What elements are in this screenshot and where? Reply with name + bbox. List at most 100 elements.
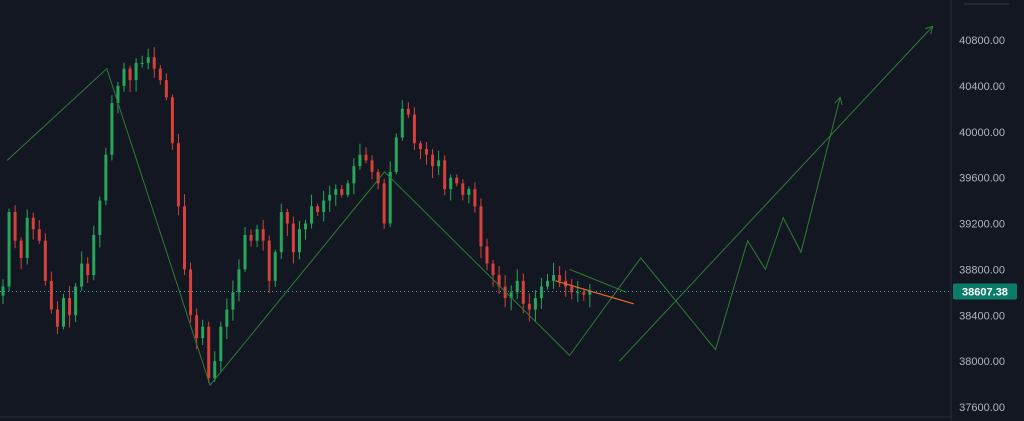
candle-body xyxy=(86,263,90,276)
candle-body xyxy=(207,326,211,379)
candle-body xyxy=(152,57,156,69)
y-tick-label: 39200.00 xyxy=(959,219,1005,231)
candle-body xyxy=(352,166,356,184)
candle-body xyxy=(388,171,392,224)
candle-body xyxy=(189,269,193,316)
candle-body xyxy=(128,68,132,81)
candle-body xyxy=(92,234,96,276)
candle-body xyxy=(503,286,507,299)
candle-body xyxy=(394,137,398,172)
y-tick-label: 37600.00 xyxy=(959,402,1005,414)
candle-body xyxy=(68,298,72,316)
candle-body xyxy=(43,240,47,281)
candle-body xyxy=(31,217,35,230)
candle-body xyxy=(261,229,265,241)
candle-body xyxy=(183,206,186,270)
candle-body xyxy=(110,103,114,155)
candle-body xyxy=(201,326,205,339)
candle-body xyxy=(431,154,435,167)
candle-body xyxy=(588,291,592,295)
drawing-layer xyxy=(6,25,934,387)
candle-body xyxy=(19,240,23,258)
candle-body xyxy=(98,200,102,235)
candle-body xyxy=(340,189,344,195)
candle-body xyxy=(558,275,562,281)
candle-body xyxy=(140,62,144,64)
candle-body xyxy=(237,269,241,293)
candle-body xyxy=(491,263,495,276)
candle-body xyxy=(582,292,586,295)
candle-body xyxy=(243,234,247,270)
last-price-tag: 38607.38 xyxy=(953,283,1017,300)
candle-body xyxy=(213,361,217,379)
candle-body xyxy=(473,189,477,207)
y-tick-label: 38800.00 xyxy=(959,264,1005,276)
candle-body xyxy=(412,114,416,144)
candle-body xyxy=(515,280,519,293)
candle-body xyxy=(479,206,483,247)
candle-body xyxy=(13,212,17,241)
projection-zigzag-line xyxy=(6,67,841,387)
candle-body xyxy=(74,286,78,316)
candle-body xyxy=(279,212,283,253)
candle-body xyxy=(170,97,174,144)
y-tick-label: 40400.00 xyxy=(959,81,1005,93)
projection-arrowhead xyxy=(834,96,843,106)
candle-body xyxy=(273,252,277,281)
candle-body xyxy=(346,183,350,195)
target-arrowhead xyxy=(924,25,934,35)
candle-body xyxy=(322,200,326,213)
candle-body xyxy=(497,275,501,287)
candle-body xyxy=(231,292,235,310)
candle-body xyxy=(400,108,404,138)
candle-body xyxy=(195,315,199,339)
candle-body xyxy=(55,309,59,327)
candle-body xyxy=(461,183,465,195)
candle-body xyxy=(539,286,543,299)
candle-body xyxy=(122,68,126,86)
candle-body xyxy=(25,217,29,258)
candle-body xyxy=(382,183,386,224)
candle-body xyxy=(533,298,537,310)
y-tick-label: 40000.00 xyxy=(959,127,1005,139)
candle-body xyxy=(449,177,453,190)
candle-body xyxy=(546,280,549,287)
price-axis[interactable] xyxy=(953,0,1024,421)
candle-body xyxy=(376,171,380,184)
candle-body xyxy=(485,246,489,264)
price-axis-labels: 40800.00 40400.00 40000.00 39600.00 39200.00… xyxy=(959,35,1005,414)
candle-body xyxy=(328,194,332,201)
last-price-tag-bg xyxy=(953,283,1017,300)
candle-body xyxy=(521,280,525,304)
candle-body xyxy=(291,223,295,253)
candle-body xyxy=(104,154,108,201)
candle-body xyxy=(358,154,362,167)
candle-body xyxy=(443,160,447,190)
channel-line xyxy=(569,268,627,293)
y-tick-label: 39600.00 xyxy=(959,173,1005,185)
y-tick-label: 38000.00 xyxy=(959,356,1005,368)
candle-body xyxy=(425,148,428,155)
resistance-trendline xyxy=(555,280,634,305)
candle-body xyxy=(146,57,150,63)
candle-body xyxy=(285,212,289,224)
candle-body xyxy=(364,154,368,161)
y-tick-label: 38400.00 xyxy=(959,310,1005,322)
candle-body xyxy=(49,280,53,310)
candle-body xyxy=(576,292,580,294)
candle-body xyxy=(255,229,259,241)
candle-body xyxy=(334,189,338,195)
candle-body xyxy=(116,85,120,104)
candle-body xyxy=(418,143,422,149)
candle-body xyxy=(310,206,314,224)
candle-body xyxy=(437,160,441,167)
candle-body xyxy=(176,143,180,207)
candle-body xyxy=(570,286,574,293)
target-arrow-line xyxy=(619,25,934,362)
candle-body xyxy=(316,206,320,213)
candle-body xyxy=(1,286,5,296)
candle-body xyxy=(219,326,223,362)
candle-body xyxy=(158,68,162,81)
